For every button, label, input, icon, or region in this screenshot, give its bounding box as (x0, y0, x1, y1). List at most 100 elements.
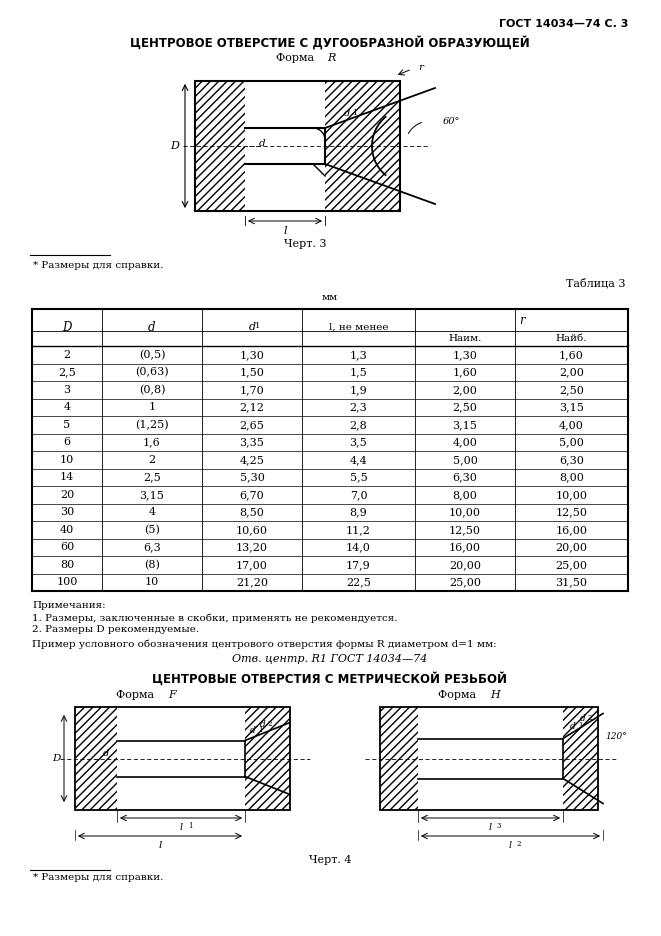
Text: 8,9: 8,9 (350, 507, 368, 518)
Text: Пример условного обозначения центрового отверстия формы R диаметром d=1 мм:: Пример условного обозначения центрового … (32, 639, 496, 649)
Text: 1,3: 1,3 (350, 350, 368, 359)
Text: 1,60: 1,60 (453, 367, 477, 377)
Text: 22,5: 22,5 (346, 578, 371, 587)
Text: D: D (171, 141, 179, 151)
Text: 1: 1 (188, 822, 192, 830)
Text: 2,8: 2,8 (350, 419, 368, 430)
Text: 10,00: 10,00 (449, 507, 481, 518)
Text: 5,5: 5,5 (350, 473, 368, 482)
Text: Таблица 3: Таблица 3 (566, 278, 625, 288)
Text: 2: 2 (149, 455, 155, 465)
Text: 1,30: 1,30 (453, 350, 477, 359)
Text: Примечания:: Примечания: (32, 602, 106, 610)
Text: мм: мм (322, 294, 338, 302)
Text: D: D (52, 754, 60, 763)
Text: H: H (490, 690, 500, 700)
Text: Наим.: Наим. (448, 334, 482, 343)
Text: l: l (284, 226, 287, 236)
Text: 1,50: 1,50 (239, 367, 264, 377)
Text: 30: 30 (60, 507, 74, 518)
Text: 1,30: 1,30 (239, 350, 264, 359)
Text: 10: 10 (60, 455, 74, 465)
Bar (75, 707, 290, 810)
Text: 1,9: 1,9 (350, 385, 368, 395)
Bar (380, 707, 418, 810)
Text: 2. Размеры D рекомендуемые.: 2. Размеры D рекомендуемые. (32, 625, 199, 635)
Text: 4,25: 4,25 (239, 455, 264, 465)
Text: 2,00: 2,00 (453, 385, 477, 395)
Text: 16,00: 16,00 (449, 542, 481, 552)
Text: 2,5: 2,5 (143, 473, 161, 482)
Text: 1,60: 1,60 (559, 350, 584, 359)
Text: d: d (250, 726, 256, 735)
Text: 3: 3 (496, 822, 501, 830)
Text: 80: 80 (60, 560, 74, 570)
Text: 14: 14 (60, 473, 74, 482)
Text: 5: 5 (63, 419, 71, 430)
Text: 14,0: 14,0 (346, 542, 371, 552)
Text: 1: 1 (352, 109, 357, 117)
Text: 25,00: 25,00 (555, 560, 588, 570)
Text: R: R (327, 53, 335, 63)
Text: 20,00: 20,00 (555, 542, 588, 552)
Text: 5,00: 5,00 (453, 455, 477, 465)
Bar (563, 707, 598, 810)
Text: 13,20: 13,20 (236, 542, 268, 552)
Text: 17,9: 17,9 (346, 560, 371, 570)
Text: Отв. центр. R1 ГОСТ 14034—74: Отв. центр. R1 ГОСТ 14034—74 (232, 654, 428, 665)
Bar (195, 81, 400, 211)
Text: l: l (489, 823, 492, 831)
Text: 4,4: 4,4 (350, 455, 368, 465)
Text: d: d (260, 720, 266, 729)
Text: 20: 20 (60, 490, 74, 500)
Text: 6: 6 (63, 437, 71, 447)
Text: * Размеры для справки.: * Размеры для справки. (33, 261, 163, 271)
Text: 10: 10 (145, 578, 159, 587)
Text: 60°: 60° (443, 116, 460, 125)
Text: 31,50: 31,50 (555, 578, 588, 587)
Text: 3,15: 3,15 (559, 402, 584, 412)
Text: ЦЕНТРОВОЕ ОТВЕРСТИЕ С ДУГООБРАЗНОЙ ОБРАЗУЮЩЕЙ: ЦЕНТРОВОЕ ОТВЕРСТИЕ С ДУГООБРАЗНОЙ ОБРАЗ… (130, 36, 530, 50)
Text: 3,15: 3,15 (453, 419, 477, 430)
Text: (8): (8) (144, 560, 160, 570)
Text: 120°: 120° (605, 732, 627, 741)
Text: Найб.: Найб. (556, 334, 587, 343)
Text: ГОСТ 14034—74 С. 3: ГОСТ 14034—74 С. 3 (498, 19, 628, 29)
Text: 2,00: 2,00 (559, 367, 584, 377)
Text: 4,00: 4,00 (453, 437, 477, 447)
Text: F: F (168, 690, 176, 700)
Text: (0,5): (0,5) (139, 349, 165, 360)
Text: 6,30: 6,30 (453, 473, 477, 482)
Text: 1,70: 1,70 (240, 385, 264, 395)
Text: 2,65: 2,65 (239, 419, 264, 430)
Text: d: d (570, 722, 576, 731)
Text: r: r (418, 64, 423, 72)
Text: 3: 3 (63, 385, 71, 395)
Text: ЦЕНТРОВЫЕ ОТВЕРСТИЯ С МЕТРИЧЕСКОЙ РЕЗЬБОЙ: ЦЕНТРОВЫЕ ОТВЕРСТИЯ С МЕТРИЧЕСКОЙ РЕЗЬБО… (153, 672, 508, 686)
Text: l: l (179, 823, 182, 831)
Text: 16,00: 16,00 (555, 525, 588, 534)
Text: 1,5: 1,5 (350, 367, 368, 377)
Text: 1. Размеры, заключенные в скобки, применять не рекомендуется.: 1. Размеры, заключенные в скобки, примен… (32, 613, 397, 622)
Text: 1: 1 (578, 722, 582, 729)
Text: 8,00: 8,00 (559, 473, 584, 482)
Text: 20,00: 20,00 (449, 560, 481, 570)
Text: d: d (344, 110, 350, 119)
Text: d: d (148, 321, 156, 334)
Bar (75, 707, 117, 810)
Bar (195, 81, 245, 211)
Text: 2: 2 (516, 840, 521, 848)
Text: Форма: Форма (438, 690, 480, 700)
Text: Черт. 4: Черт. 4 (309, 855, 351, 865)
Text: Черт. 3: Черт. 3 (284, 239, 327, 249)
Text: 5,30: 5,30 (239, 473, 264, 482)
Text: 3,5: 3,5 (350, 437, 368, 447)
Bar (245, 707, 290, 810)
Text: 2: 2 (588, 713, 592, 722)
Text: 1: 1 (255, 323, 260, 330)
Bar (380, 707, 598, 810)
Text: l: l (159, 841, 162, 850)
Text: (1,25): (1,25) (136, 419, 169, 430)
Text: 100: 100 (56, 578, 78, 587)
Text: (0,63): (0,63) (136, 367, 169, 377)
